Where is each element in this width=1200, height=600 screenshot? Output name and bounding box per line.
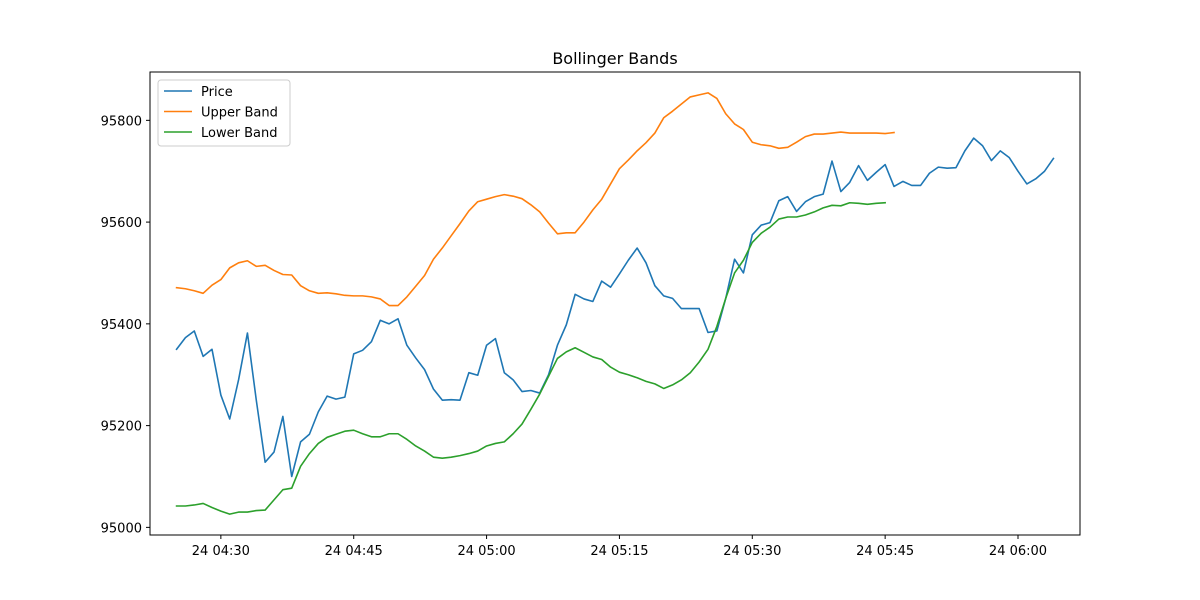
series-line-lower-band [175,201,886,515]
x-tick-label: 24 05:45 [856,544,914,559]
series-line-upper-band [175,92,895,307]
y-tick-label: 95400 [101,318,142,333]
legend-label: Lower Band [201,126,277,141]
x-tick-label: 24 05:00 [458,544,516,559]
chart-title: Bollinger Bands [552,49,677,68]
x-tick-label: 24 05:30 [723,544,781,559]
plot-frame [149,71,1081,536]
legend: Price Upper Band Lower Band [157,79,291,147]
x-tick-label: 24 04:30 [192,544,250,559]
x-tick-label: 24 05:15 [590,544,648,559]
y-tick-label: 95000 [101,521,142,536]
x-tick-label: 24 04:45 [325,544,383,559]
x-tick-label: 24 06:00 [989,544,1047,559]
series-lines [175,92,1055,515]
y-axis: 95000 95200 95400 95600 95800 [101,114,150,536]
y-tick-label: 95800 [101,114,142,129]
series-line-price [175,137,1055,478]
x-axis: 24 04:30 24 04:45 24 05:00 24 05:15 24 05:30… [192,535,1047,559]
legend-label: Upper Band [201,106,278,121]
y-tick-label: 95600 [101,216,142,231]
y-tick-label: 95200 [101,420,142,435]
legend-box [157,79,291,147]
legend-label: Price [201,85,233,100]
